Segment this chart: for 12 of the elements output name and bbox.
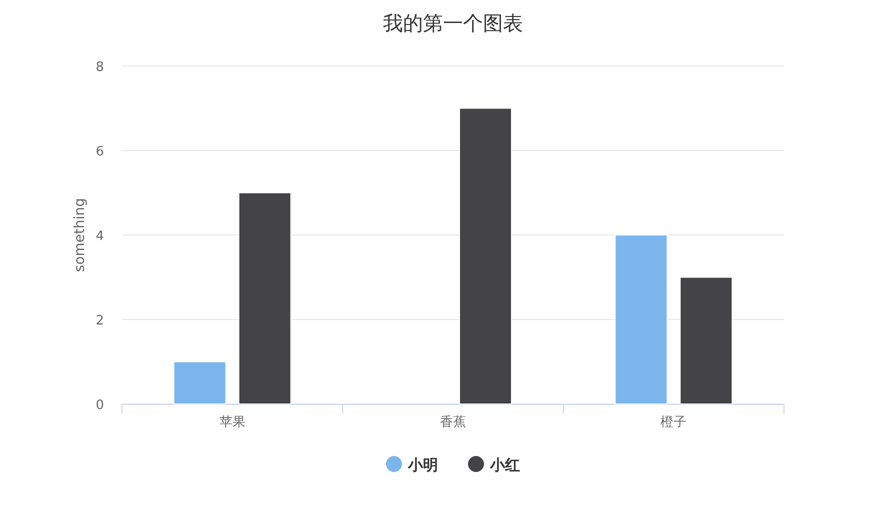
legend-label: 小明: [407, 456, 438, 474]
x-tick-label: 橙子: [660, 415, 687, 430]
chart-title: 我的第一个图表: [383, 11, 523, 35]
x-tick-label: 香蕉: [440, 415, 466, 430]
y-tick-label: 6: [96, 144, 104, 160]
x-tick-label: 苹果: [219, 415, 246, 430]
y-tick-label: 0: [96, 398, 104, 413]
legend-label: 小红: [489, 456, 520, 474]
y-tick-label: 2: [96, 314, 104, 328]
y-axis-title: something: [72, 198, 88, 272]
y-tick-label: 4: [96, 229, 104, 244]
y-tick-label: 8: [96, 60, 104, 75]
